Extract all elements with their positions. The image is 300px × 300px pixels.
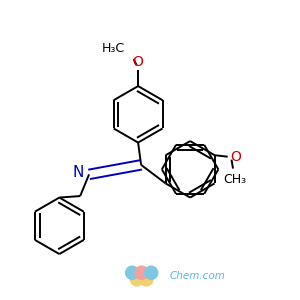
Circle shape [135,266,148,279]
Circle shape [145,266,158,279]
Text: H₃C: H₃C [102,43,125,56]
Text: O: O [230,150,241,164]
Text: CH₃: CH₃ [223,173,246,186]
Circle shape [130,273,143,286]
Text: Chem.com: Chem.com [169,271,225,281]
Text: N: N [72,165,84,180]
Circle shape [126,266,139,279]
Circle shape [140,273,153,286]
Text: O: O [133,55,143,69]
